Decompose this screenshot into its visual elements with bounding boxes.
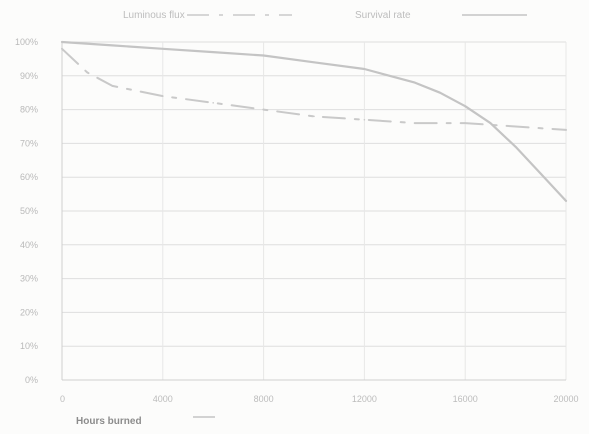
series-line-luminous-flux [61, 47, 567, 131]
data-point-survival-rate [388, 75, 391, 77]
x-tick-label: 4000 [153, 394, 173, 404]
data-point-survival-rate [464, 105, 467, 108]
gridlines [62, 41, 567, 380]
data-point-luminous-flux [262, 108, 265, 111]
legend-label-survival-rate: Survival rate [355, 10, 411, 21]
y-tick-label: 20% [20, 307, 38, 317]
data-point-luminous-flux [313, 115, 315, 118]
x-tick-label: 8000 [254, 394, 274, 404]
data-point-survival-rate [414, 81, 416, 84]
data-point-survival-rate [111, 44, 114, 47]
series-lines [60, 40, 568, 202]
data-point-luminous-flux [565, 129, 567, 131]
data-point-luminous-flux [514, 125, 517, 128]
x-tick-label: 0 [60, 394, 65, 404]
y-tick-label: 0% [25, 375, 38, 385]
y-tick-label: 30% [20, 274, 38, 284]
data-point-luminous-flux [111, 85, 114, 87]
y-tick-label: 50% [20, 206, 38, 216]
legend-label-luminous-flux: Luminous flux [123, 10, 185, 21]
data-point-survival-rate [61, 41, 63, 43]
data-point-survival-rate [262, 54, 265, 57]
y-tick-label: 90% [20, 71, 38, 81]
x-tick-label: 20000 [553, 394, 578, 404]
y-tick-label: 80% [20, 105, 38, 115]
legend: Luminous flux Survival rate [123, 10, 527, 21]
y-tick-label: 10% [20, 341, 38, 351]
data-point-survival-rate [212, 51, 214, 53]
x-tick-label: 16000 [453, 394, 478, 404]
data-point-survival-rate [162, 47, 164, 50]
data-point-luminous-flux [86, 71, 88, 74]
data-point-luminous-flux [363, 118, 366, 121]
data-point-luminous-flux [464, 122, 467, 124]
y-tick-label: 100% [15, 37, 38, 47]
data-point-survival-rate [540, 173, 542, 175]
data-point-survival-rate [313, 61, 315, 64]
y-tick-label: 60% [20, 172, 38, 182]
data-point-luminous-flux [162, 95, 164, 97]
x-tick-label: 12000 [352, 394, 377, 404]
y-tick-label: 40% [20, 240, 38, 250]
data-point-survival-rate [439, 91, 441, 94]
data-point-luminous-flux [212, 102, 214, 104]
data-point-luminous-flux [414, 122, 416, 124]
tick-labels: 0% 10% 20% 30% 40% 50% 60% 70% 80% 90% 100% 0 4000 80… [15, 37, 579, 404]
data-point-survival-rate [489, 122, 492, 124]
data-point-survival-rate [565, 200, 567, 202]
y-tick-label: 70% [20, 138, 38, 148]
x-axis-label: Hours burned [76, 416, 142, 427]
axes [61, 42, 566, 381]
x-axis-title: Hours burned [76, 416, 215, 427]
data-point-luminous-flux [61, 47, 63, 50]
data-point-survival-rate [514, 145, 517, 148]
data-point-survival-rate [363, 68, 366, 70]
